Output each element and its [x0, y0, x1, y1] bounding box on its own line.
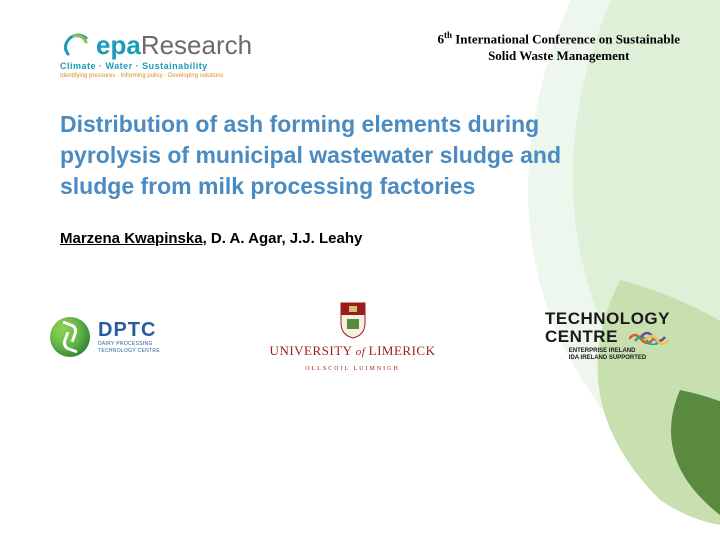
title-line3: sludge from milk processing factories: [60, 173, 475, 199]
tc-wave-icon: [629, 327, 669, 345]
conf-line1-rest: International Conference on Sustainable: [452, 31, 680, 46]
ul-name-1: U: [270, 343, 280, 358]
technology-centre-logo: TECHNOLOGY CENTRE ENTERPRISE IRELAND IDA…: [545, 311, 670, 363]
ul-name-of: of: [353, 346, 369, 358]
dptc-logo: DPTC DAIRY PROCESSING TECHNOLOGY CENTRE: [50, 317, 160, 357]
dptc-sub1: DAIRY PROCESSING: [98, 342, 160, 347]
ul-crest-icon: [337, 301, 369, 339]
title-line1: Distribution of ash forming elements dur…: [60, 111, 539, 137]
university-limerick-logo: UNIVERSITY of LIMERICK OLLSCOIL LUIMNIGH: [256, 295, 450, 378]
tc-sub1: ENTERPRISE IRELAND: [569, 348, 636, 354]
conf-line1-super: th: [444, 30, 452, 40]
epa-tagline: Identifying pressures · Informing policy…: [60, 73, 260, 79]
conference-header: 6th International Conference on Sustaina…: [437, 30, 680, 65]
tc-sub2: IDA IRELAND SUPPORTED: [569, 355, 646, 361]
ul-name-3: L: [369, 343, 377, 358]
dptc-circle-icon: [50, 317, 90, 357]
epa-brand-grey: Research: [141, 30, 252, 60]
conf-line2: Solid Waste Management: [488, 48, 629, 63]
ul-name-4: IMERICK: [377, 343, 435, 358]
presentation-title: Distribution of ash forming elements dur…: [0, 89, 720, 212]
epa-leaf-icon: [60, 32, 90, 60]
dptc-sub2: TECHNOLOGY CENTRE: [98, 349, 160, 354]
title-line2: pyrolysis of municipal wastewater sludge…: [60, 142, 561, 168]
lead-author: Marzena Kwapinska: [60, 230, 203, 247]
dptc-main: DPTC: [98, 320, 160, 340]
epa-subline: Climate · Water · Sustainability: [60, 61, 260, 71]
tc-line1: TECHNOLOGY: [545, 309, 670, 328]
ul-name-2: NIVERSITY: [279, 343, 352, 358]
co-authors: , D. A. Agar, J.J. Leahy: [203, 230, 363, 247]
epa-brand-blue: epa: [96, 30, 141, 60]
tc-line2: CENTRE: [545, 327, 618, 346]
ul-gaelic: OLLSCOIL LUIMNIGH: [305, 366, 400, 372]
authors-line: Marzena Kwapinska, D. A. Agar, J.J. Leah…: [0, 212, 720, 265]
epa-research-logo: epaResearch Climate · Water · Sustainabi…: [60, 30, 260, 79]
